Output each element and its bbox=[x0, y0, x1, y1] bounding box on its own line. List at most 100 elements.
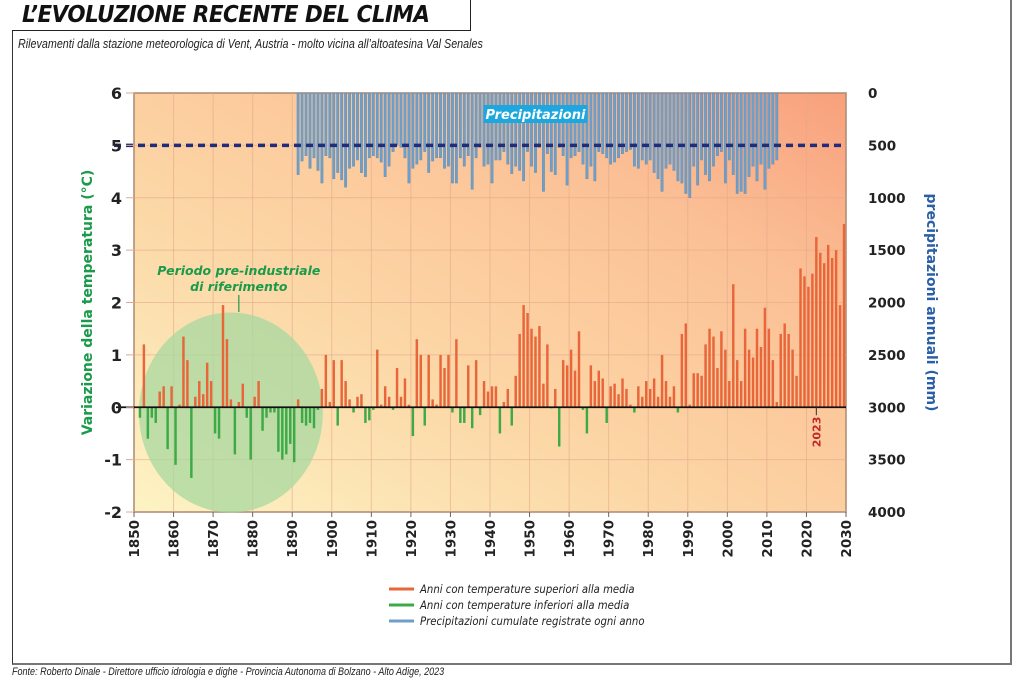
temp-bar-above bbox=[237, 402, 241, 408]
temp-bar-below bbox=[166, 407, 169, 450]
temp-bar-below bbox=[300, 407, 304, 423]
temp-bar-above bbox=[186, 360, 189, 408]
y-tick-label: 1 bbox=[111, 346, 122, 365]
temp-bar-below bbox=[423, 407, 426, 426]
precip-bar bbox=[328, 92, 332, 159]
temp-bar-below bbox=[352, 407, 355, 413]
precip-bar bbox=[601, 92, 605, 154]
precip-bar bbox=[542, 92, 545, 192]
precip-bar bbox=[676, 92, 680, 182]
x-tick-label: 1970 bbox=[602, 520, 618, 558]
temp-bar-above bbox=[407, 404, 411, 408]
temp-bar-above bbox=[720, 331, 723, 408]
precip-bar bbox=[514, 92, 518, 167]
precip-bar bbox=[451, 92, 454, 184]
y2-tick-label: 3000 bbox=[868, 400, 906, 416]
temp-bar-above bbox=[383, 386, 387, 408]
temp-bar-above bbox=[455, 339, 458, 408]
precip-bar bbox=[486, 92, 490, 165]
temp-bar-below bbox=[154, 407, 157, 423]
precip-bar bbox=[320, 92, 324, 184]
precip-bar bbox=[720, 92, 723, 152]
temp-bar-above bbox=[767, 328, 771, 408]
temp-bar-below bbox=[213, 407, 217, 434]
x-tick-label: 2010 bbox=[760, 520, 776, 558]
precip-bar bbox=[648, 92, 652, 161]
temp-bar-above bbox=[795, 375, 798, 408]
precip-bar bbox=[684, 92, 688, 194]
temp-bar-above bbox=[522, 305, 525, 408]
y2-tick-label: 500 bbox=[868, 138, 896, 154]
precip-bar bbox=[415, 92, 419, 165]
temp-bar-below bbox=[557, 407, 561, 447]
precip-bar bbox=[708, 92, 711, 182]
x-tick-label: 1980 bbox=[641, 520, 657, 558]
temp-bar-below bbox=[289, 407, 292, 444]
temp-bar-below bbox=[217, 407, 221, 439]
precip-bar bbox=[668, 92, 672, 165]
precip-bar bbox=[336, 92, 340, 173]
y-axis-right-label: precipitazioni annuali (mm) bbox=[923, 194, 939, 412]
x-tick-label: 1860 bbox=[167, 520, 183, 558]
temp-bar-above bbox=[823, 263, 826, 408]
temp-bar-above bbox=[724, 349, 727, 408]
temp-bar-above bbox=[712, 336, 715, 408]
temp-bar-above bbox=[296, 399, 300, 408]
precip-bar bbox=[375, 92, 379, 159]
y-tick-label: 5 bbox=[111, 136, 122, 155]
y-axis-left-label: Variazione della temperatura (°C) bbox=[80, 170, 96, 436]
temp-bar-above bbox=[684, 323, 688, 408]
temp-bar-below bbox=[245, 407, 248, 418]
temp-bar-above bbox=[716, 367, 719, 408]
y2-tick-label: 0 bbox=[868, 86, 877, 102]
precip-bar bbox=[316, 92, 320, 171]
temp-bar-above bbox=[447, 354, 450, 408]
temp-bar-above bbox=[637, 386, 640, 408]
pre-industrial-label-line1: Periodo pre-industriale bbox=[157, 263, 320, 278]
temp-bar-above bbox=[680, 333, 684, 408]
precip-bar bbox=[636, 92, 640, 169]
temp-bar-above bbox=[506, 388, 510, 408]
temp-bar-above bbox=[838, 305, 842, 408]
temp-bar-below bbox=[138, 407, 142, 418]
temp-bar-above bbox=[538, 326, 541, 408]
temp-bar-above bbox=[803, 276, 806, 408]
precip-bar bbox=[352, 92, 355, 167]
temp-bar-above bbox=[763, 307, 767, 408]
temp-bar-above bbox=[656, 396, 660, 408]
precip-bar bbox=[494, 92, 498, 161]
x-tick-label: 2020 bbox=[799, 520, 815, 558]
precip-bar bbox=[664, 92, 668, 169]
temp-bar-above bbox=[648, 388, 652, 408]
temp-bar-above bbox=[621, 378, 624, 408]
x-tick-label: 2030 bbox=[839, 520, 855, 558]
precip-bar bbox=[747, 92, 751, 177]
temp-bar-above bbox=[830, 257, 834, 408]
precip-bar bbox=[672, 92, 676, 171]
temp-bar-above bbox=[348, 399, 351, 408]
temp-bar-above bbox=[474, 360, 478, 408]
temp-bar-above bbox=[732, 284, 735, 408]
y-tick-label: 4 bbox=[111, 189, 122, 208]
temp-bar-above bbox=[399, 396, 403, 408]
temp-bar-above bbox=[526, 312, 529, 408]
precip-bar bbox=[379, 92, 383, 163]
y2-tick-label: 2000 bbox=[868, 296, 906, 312]
temp-bar-below bbox=[174, 407, 177, 465]
temp-bar-above bbox=[340, 360, 343, 408]
temp-bar-above bbox=[569, 349, 573, 408]
temp-bar-above bbox=[443, 367, 446, 408]
temp-bar-above bbox=[688, 404, 691, 408]
y2-tick-label: 1000 bbox=[868, 191, 906, 207]
temp-bar-below bbox=[470, 407, 474, 429]
y-axis-left: -2 -1 0 1 2 3 4 5 6 bbox=[104, 84, 134, 522]
legend-label: Anni con temperature superiori alla medi… bbox=[419, 582, 635, 596]
temp-bar-below bbox=[676, 407, 680, 413]
temp-bar-above bbox=[593, 381, 597, 408]
temp-bar-above bbox=[324, 354, 328, 408]
temp-bar-above bbox=[799, 268, 802, 408]
chart-frame bbox=[12, 0, 1012, 665]
temp-bar-above bbox=[431, 399, 434, 408]
temp-bar-above bbox=[783, 323, 786, 408]
